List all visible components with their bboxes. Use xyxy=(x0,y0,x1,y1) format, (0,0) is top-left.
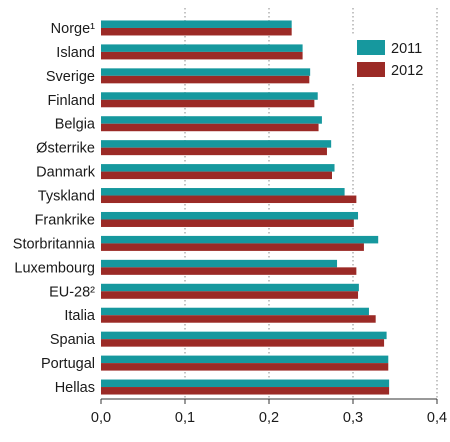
x-tick-label: 0,3 xyxy=(343,410,363,426)
bar-2011 xyxy=(101,283,359,292)
legend: 2011 2012 xyxy=(351,35,436,83)
category-label: Sverige xyxy=(46,69,95,85)
bar-2011 xyxy=(101,211,359,220)
bar-2011 xyxy=(101,140,332,148)
bar-2011 xyxy=(101,355,389,364)
category-label: Italia xyxy=(64,308,96,324)
x-tick-label: 0,0 xyxy=(91,410,111,426)
category-label: Hellas xyxy=(55,380,95,396)
bar-2011 xyxy=(101,164,335,172)
bar-2012 xyxy=(101,99,315,108)
bar-2011 xyxy=(101,44,303,52)
bar-2012 xyxy=(101,339,385,347)
legend-label-2011: 2011 xyxy=(391,41,422,57)
category-label: Frankrike xyxy=(35,212,95,228)
bar-2012 xyxy=(101,171,332,180)
category-label: Storbritannia xyxy=(13,236,96,252)
category-label: Belgia xyxy=(55,117,96,133)
category-label: Spania xyxy=(50,332,96,348)
bar-2012 xyxy=(101,195,357,204)
category-label: Danmark xyxy=(36,165,96,181)
category-label: Island xyxy=(56,45,95,61)
category-label: Norge¹ xyxy=(51,21,95,37)
x-tick-label: 0,1 xyxy=(175,410,195,426)
bar-2012 xyxy=(101,219,354,227)
bar-2011 xyxy=(101,20,292,28)
bar-2012 xyxy=(101,387,390,395)
bar-2012 xyxy=(101,291,359,299)
x-axis-ticks: 0,0 0,1 0,2 0,3 0,4 xyxy=(91,399,447,426)
category-label: Finland xyxy=(47,93,95,109)
bar-2012 xyxy=(101,243,364,251)
legend-swatch-2011 xyxy=(357,40,385,55)
bar-2012 xyxy=(101,147,327,156)
bar-2012 xyxy=(101,51,303,60)
bar-2012 xyxy=(101,315,376,323)
bar-2012 xyxy=(101,267,357,275)
category-label: EU-28² xyxy=(49,284,95,300)
bar-2012 xyxy=(101,363,389,371)
bar-series xyxy=(101,20,390,395)
category-label: Tyskland xyxy=(38,189,95,205)
category-labels: Norge¹ Island Sverige Finland Belgia Østerrik… xyxy=(13,21,96,396)
bar-2012 xyxy=(101,123,319,132)
bar-2011 xyxy=(101,188,345,196)
category-label: Luxembourg xyxy=(14,260,95,276)
bar-2012 xyxy=(101,27,292,36)
x-tick-label: 0,4 xyxy=(427,410,447,426)
legend-label-2012: 2012 xyxy=(391,63,423,79)
bar-2011 xyxy=(101,116,322,124)
bar-2011 xyxy=(101,92,318,100)
bar-2011 xyxy=(101,259,338,268)
x-tick-label: 0,2 xyxy=(259,410,279,426)
bar-2011 xyxy=(101,235,379,244)
category-label: Østerrike xyxy=(36,141,95,157)
category-label: Portugal xyxy=(41,356,95,372)
bar-2012 xyxy=(101,75,310,84)
bar-2011 xyxy=(101,307,369,316)
legend-swatch-2012 xyxy=(357,62,385,77)
bar-2011 xyxy=(101,379,390,388)
bar-2011 xyxy=(101,68,311,76)
bar-2011 xyxy=(101,331,387,340)
